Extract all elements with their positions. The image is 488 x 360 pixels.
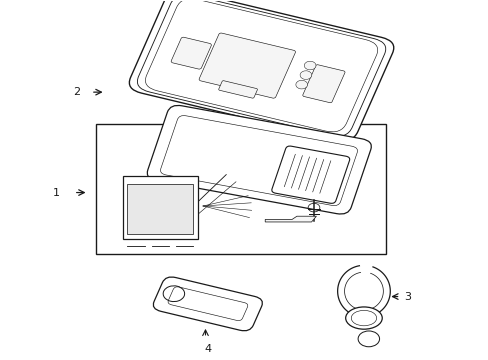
- FancyBboxPatch shape: [199, 33, 295, 98]
- Text: 4: 4: [204, 343, 211, 354]
- Circle shape: [357, 331, 379, 347]
- FancyBboxPatch shape: [302, 65, 345, 103]
- FancyBboxPatch shape: [129, 0, 393, 141]
- Ellipse shape: [345, 307, 382, 329]
- Circle shape: [300, 71, 311, 80]
- Text: 1: 1: [53, 188, 60, 198]
- Bar: [127, 184, 193, 234]
- Circle shape: [304, 61, 315, 70]
- Text: 2: 2: [73, 87, 80, 97]
- FancyBboxPatch shape: [153, 277, 262, 331]
- Bar: [96, 125, 385, 253]
- Text: 3: 3: [404, 292, 410, 302]
- Circle shape: [295, 80, 307, 89]
- Polygon shape: [264, 216, 316, 222]
- Bar: [122, 176, 198, 239]
- FancyBboxPatch shape: [218, 81, 257, 98]
- FancyBboxPatch shape: [271, 146, 349, 203]
- FancyBboxPatch shape: [171, 37, 211, 69]
- FancyBboxPatch shape: [147, 105, 370, 214]
